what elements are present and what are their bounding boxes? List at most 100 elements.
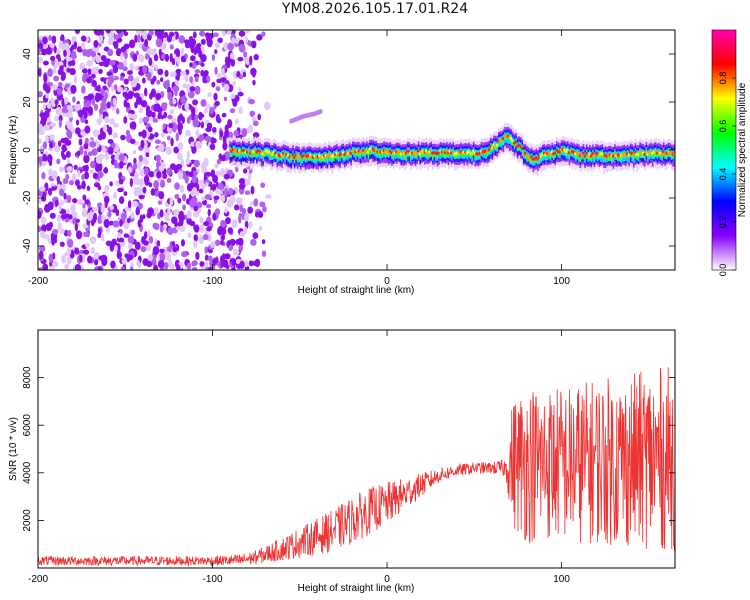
heatmap-cell (252, 132, 260, 138)
colorbar-bar (711, 29, 737, 271)
heatmap-cell (155, 38, 163, 48)
heatmap-cell (244, 30, 251, 34)
heatmap-cell (213, 195, 220, 201)
heatmap-cell (134, 101, 138, 109)
heatmap-cell (243, 226, 248, 235)
heatmap-cell (223, 173, 230, 180)
heatmap-cell (144, 53, 149, 60)
heatmap-cell (83, 111, 88, 120)
heatmap-cell (256, 34, 263, 41)
heatmap-cell (104, 184, 110, 194)
heatmap-cell (538, 154, 541, 163)
heatmap-cell (200, 69, 205, 77)
heatmap-cell (639, 149, 642, 158)
heatmap-cell (75, 119, 80, 126)
heatmap-cell (537, 157, 540, 165)
heatmap-cell (252, 79, 256, 86)
heatmap-cell (82, 249, 90, 255)
heatmap-cell (113, 84, 118, 91)
heatmap-cell (223, 96, 228, 102)
heatmap-cell (470, 152, 474, 156)
heatmap-cell (225, 217, 231, 225)
heatmap-cell (164, 216, 171, 222)
heatmap-cell (204, 194, 212, 200)
heatmap-cell (157, 106, 163, 113)
heatmap-cell (191, 266, 198, 270)
heatmap-cell (115, 108, 120, 115)
heatmap-cell (67, 133, 73, 140)
heatmap-cell (261, 31, 266, 37)
heatmap-cell (72, 96, 76, 103)
heatmap-cell (152, 117, 159, 123)
heatmap-cell (85, 242, 90, 249)
heatmap-cell (224, 207, 228, 214)
heatmap-cell (47, 201, 54, 211)
heatmap-cell (633, 150, 637, 154)
heatmap-cell (637, 152, 640, 160)
heatmap-cell (178, 210, 184, 217)
heatmap-cell (201, 199, 208, 206)
heatmap-cell (66, 194, 72, 204)
heatmap-cell (289, 155, 293, 159)
heatmap-cell (193, 234, 199, 242)
heatmap-cell (38, 138, 43, 144)
heatmap-cell (331, 154, 334, 162)
y-tick-label: 4000 (22, 461, 33, 484)
heatmap-cell (66, 49, 71, 57)
heatmap-cell (133, 92, 140, 98)
heatmap-cell (122, 58, 128, 68)
heatmap-cell (173, 208, 180, 217)
heatmap-cell (220, 168, 226, 177)
heatmap-cell (52, 67, 57, 74)
heatmap-cell (248, 148, 251, 156)
heatmap-cell (78, 138, 83, 146)
heatmap-cell (204, 135, 212, 142)
heatmap-cell (176, 163, 183, 170)
heatmap-cell (129, 121, 137, 130)
heatmap-cell (244, 35, 249, 44)
heatmap-cell (557, 149, 560, 158)
heatmap-cell (119, 219, 123, 227)
heatmap-cell (163, 31, 168, 38)
heatmap-cell (136, 34, 141, 43)
heatmap-cell (38, 211, 41, 217)
heatmap-cell (166, 167, 172, 176)
heatmap-cell (62, 209, 67, 215)
heatmap-cell (661, 152, 664, 160)
heatmap-cell (235, 149, 238, 158)
heatmap-cell (42, 60, 49, 66)
heatmap-cell (422, 149, 425, 157)
heatmap-cell (98, 107, 104, 115)
heatmap-cell (42, 36, 48, 45)
heatmap-cell (472, 149, 475, 153)
heatmap-cell (253, 53, 259, 61)
heatmap-cell (74, 247, 80, 255)
heatmap-cell (251, 111, 256, 116)
heatmap-cell (54, 199, 59, 207)
heatmap-cell (103, 166, 108, 174)
heatmap-cell (38, 42, 44, 50)
heatmap-cell (177, 170, 184, 180)
heatmap-cell (43, 234, 50, 240)
heatmap-cell (418, 152, 422, 156)
heatmap-cell (548, 152, 552, 156)
heatmap-cell (176, 51, 180, 58)
heatmap-cell (174, 182, 180, 190)
heatmap-cell (553, 151, 557, 155)
heatmap-cell (113, 159, 118, 169)
heatmap-cell (227, 30, 231, 36)
heatmap-cell (174, 193, 180, 200)
heatmap-cell (333, 153, 335, 161)
heatmap-cell (150, 88, 157, 98)
heatmap-cell (209, 106, 214, 115)
heatmap-cell (66, 238, 74, 248)
heatmap-cell (184, 170, 190, 176)
heatmap-cell (86, 59, 93, 68)
heatmap-cell (212, 126, 217, 133)
heatmap-cell (214, 49, 218, 55)
heatmap-cell (130, 262, 134, 268)
heatmap-cell (71, 54, 77, 59)
heatmap-cell (81, 85, 86, 94)
figure-title: YM08.2026.105.17.01.R24 (281, 1, 469, 17)
heatmap-cell (244, 178, 251, 186)
